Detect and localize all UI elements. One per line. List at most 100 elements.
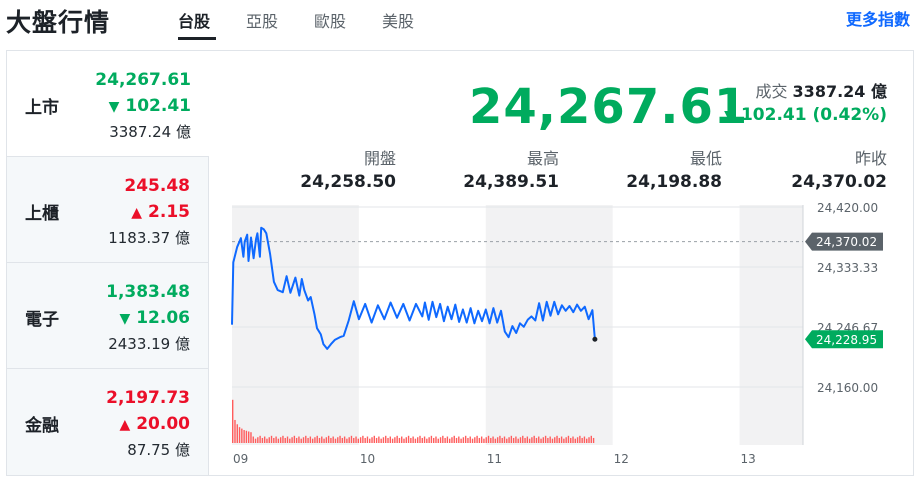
market-item-finance[interactable]: 金融 2,197.73 ▲ 20.00 87.75 億 bbox=[7, 369, 209, 475]
volume-bar bbox=[483, 438, 485, 443]
volume-bar bbox=[316, 435, 318, 443]
page-title: 大盤行情 bbox=[6, 8, 111, 37]
market-item-otc[interactable]: 上櫃 245.48 ▲ 2.15 1183.37 億 bbox=[7, 157, 209, 263]
volume-bar bbox=[362, 435, 364, 443]
down-arrow-icon: ▼ bbox=[724, 108, 735, 124]
volume-bar bbox=[334, 438, 337, 443]
volume-bar bbox=[412, 436, 414, 443]
market-item-electronics[interactable]: 電子 1,383.48 ▼ 12.06 2433.19 億 bbox=[7, 263, 209, 369]
volume-bar bbox=[464, 435, 467, 443]
volume-bar bbox=[373, 435, 376, 443]
volume-bar bbox=[398, 437, 401, 443]
volume-bar bbox=[551, 438, 554, 443]
volume-bar bbox=[414, 438, 417, 443]
volume-bar bbox=[261, 437, 264, 443]
volume-bar bbox=[444, 437, 446, 443]
volume-bar bbox=[410, 437, 412, 443]
volume-bar bbox=[318, 437, 321, 443]
market-value: 24,267.61 bbox=[95, 70, 191, 90]
volume-bar bbox=[499, 435, 501, 443]
volume-bar bbox=[382, 437, 385, 443]
volume-bar bbox=[380, 438, 382, 443]
volume-bar bbox=[273, 437, 275, 443]
volume-bar bbox=[298, 436, 300, 443]
market-volume: 3387.24 億 bbox=[109, 123, 191, 141]
volume-bar bbox=[364, 437, 366, 443]
volume-bar bbox=[432, 437, 435, 443]
last-price-label: 24,228.95 bbox=[816, 333, 877, 347]
volume-bar bbox=[341, 437, 344, 443]
stat-value: 24,258.50 bbox=[300, 172, 396, 192]
header: 大盤行情 台股 亞股 歐股 美股 更多指數 bbox=[0, 0, 916, 42]
volume-bar bbox=[556, 435, 558, 443]
market-item-listed[interactable]: 上市 24,267.61 ▼ 102.41 3387.24 億 bbox=[7, 51, 209, 157]
volume-bar bbox=[241, 428, 243, 443]
tab-us[interactable]: 美股 bbox=[382, 12, 415, 31]
volume-bar bbox=[453, 435, 455, 443]
volume-bar bbox=[503, 436, 506, 443]
volume-bar bbox=[439, 437, 442, 443]
volume-bar bbox=[558, 437, 561, 443]
market-change-value: 2.15 bbox=[148, 202, 190, 222]
volume-bar bbox=[590, 435, 592, 443]
volume-bar bbox=[275, 436, 277, 443]
volume-bar bbox=[359, 437, 362, 443]
price-change-value: 102.41 (0.42%) bbox=[740, 105, 887, 125]
market-volume: 87.75 億 bbox=[127, 441, 190, 459]
market-value: 245.48 bbox=[124, 176, 190, 196]
intraday-chart[interactable]: 24,420.0024,333.3324,246.6724,160.0024,3… bbox=[230, 199, 902, 469]
market-name: 上市 bbox=[25, 98, 59, 118]
volume-bar bbox=[343, 436, 346, 443]
volume-bar bbox=[542, 437, 545, 443]
stat-open: 開盤 24,258.50 bbox=[256, 145, 396, 192]
volume-bar bbox=[430, 435, 433, 443]
hour-band-2 bbox=[739, 205, 803, 445]
volume-bar bbox=[250, 432, 252, 443]
tab-taiwan[interactable]: 台股 bbox=[178, 0, 246, 42]
volume-bar bbox=[332, 436, 334, 443]
volume-bar bbox=[494, 438, 497, 443]
volume-bar bbox=[428, 437, 430, 443]
volume-bar bbox=[583, 436, 586, 443]
volume-label: 成交 bbox=[755, 82, 788, 101]
volume-bar bbox=[389, 436, 391, 443]
stat-label: 最高 bbox=[526, 149, 559, 168]
up-arrow-icon: ▲ bbox=[119, 417, 131, 433]
volume-bar bbox=[538, 436, 540, 443]
market-change-value: 20.00 bbox=[136, 414, 190, 434]
volume-bar bbox=[266, 438, 268, 443]
volume-bar bbox=[366, 436, 369, 443]
market-name: 金融 bbox=[25, 416, 59, 436]
volume-bar bbox=[435, 436, 437, 443]
price-change: ▼ 102.41 (0.42%) bbox=[724, 105, 887, 125]
volume-bar bbox=[547, 437, 549, 443]
x-tick-label: 13 bbox=[741, 452, 756, 466]
volume-bar bbox=[506, 438, 508, 443]
volume-bar bbox=[289, 438, 291, 443]
volume-bar bbox=[512, 437, 515, 443]
volume-bar bbox=[572, 436, 574, 443]
volume-bar bbox=[357, 438, 360, 443]
volume-bar bbox=[325, 437, 328, 443]
volume-bar bbox=[234, 419, 236, 443]
volume-bar bbox=[245, 430, 248, 443]
volume-bar bbox=[576, 437, 579, 443]
more-indices-link[interactable]: 更多指數 bbox=[845, 10, 910, 29]
volume-bar bbox=[302, 437, 305, 443]
volume-bar bbox=[467, 437, 469, 443]
x-tick-label: 12 bbox=[614, 452, 629, 466]
volume-bar bbox=[378, 436, 380, 443]
volume-bar bbox=[309, 436, 312, 443]
volume-bar bbox=[323, 438, 325, 443]
volume-bar bbox=[291, 437, 293, 443]
volume-bar bbox=[353, 437, 355, 443]
tab-asia[interactable]: 亞股 bbox=[246, 12, 279, 31]
volume-bar bbox=[314, 437, 316, 443]
volume-bar bbox=[563, 438, 565, 443]
stat-value: 24,370.02 bbox=[791, 172, 887, 192]
volume-bar bbox=[492, 436, 494, 443]
stat-label: 昨收 bbox=[854, 149, 887, 168]
tab-europe[interactable]: 歐股 bbox=[314, 12, 347, 31]
volume-bar bbox=[510, 435, 513, 443]
volume-bar bbox=[526, 436, 529, 443]
